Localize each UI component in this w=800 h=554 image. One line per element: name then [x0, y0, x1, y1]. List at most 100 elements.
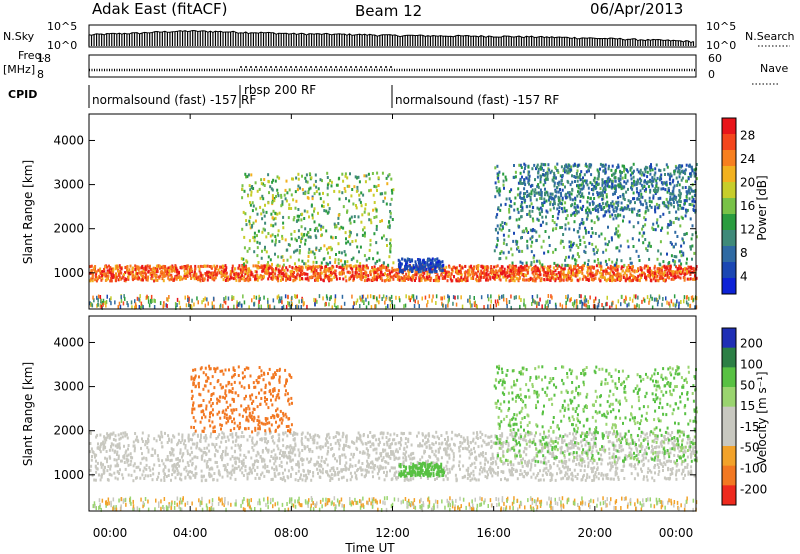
heatmap-cell: [160, 269, 163, 273]
heatmap-cell: [378, 300, 380, 305]
heatmap-cell: [662, 201, 665, 205]
heatmap-cell: [256, 274, 259, 278]
heatmap-cell: [328, 297, 331, 302]
heatmap-cell: [497, 231, 499, 235]
heatmap-cell: [263, 295, 265, 300]
heatmap-cell: [95, 275, 97, 279]
heatmap-cell: [508, 210, 511, 214]
heatmap-cell: [144, 267, 147, 271]
heatmap-cell: [349, 233, 352, 237]
heatmap-cell: [242, 257, 245, 261]
heatmap-cell: [338, 271, 341, 275]
heatmap-cell: [501, 225, 504, 229]
heatmap-cell: [612, 202, 615, 206]
heatmap-cell: [106, 271, 109, 275]
heatmap-cell: [510, 269, 513, 273]
heatmap-cell: [618, 277, 620, 281]
heatmap-cell: [135, 304, 137, 309]
heatmap-cell: [576, 194, 579, 198]
heatmap-cell: [671, 272, 674, 276]
heatmap-cell: [273, 305, 276, 310]
heatmap-cell: [214, 269, 216, 273]
heatmap-cell: [292, 275, 295, 279]
heatmap-cell: [544, 193, 546, 197]
heatmap-cell: [582, 204, 585, 208]
heatmap-cell: [288, 301, 290, 306]
heatmap-cell: [620, 277, 623, 281]
heatmap-cell: [119, 304, 122, 309]
heatmap-cell: [271, 262, 273, 266]
heatmap-cell: [661, 276, 663, 280]
heatmap-cell: [663, 168, 666, 172]
heatmap-cell: [609, 278, 612, 282]
heatmap-cell: [227, 305, 229, 310]
heatmap-cell: [624, 271, 626, 275]
heatmap-cell: [559, 241, 562, 245]
heatmap-cell: [364, 275, 367, 279]
heatmap-cell: [126, 301, 128, 305]
heatmap-cell: [335, 275, 338, 278]
heatmap-cell: [389, 210, 392, 213]
heatmap-cell: [491, 270, 494, 274]
heatmap-cell: [510, 247, 513, 251]
heatmap-cell: [638, 259, 641, 262]
heatmap-cell: [693, 194, 696, 197]
heatmap-cell: [496, 264, 499, 268]
heatmap-cell: [127, 271, 130, 275]
heatmap-cell: [657, 224, 660, 228]
heatmap-cell: [437, 275, 440, 279]
heatmap-cell: [598, 299, 600, 304]
heatmap-cell: [690, 188, 693, 192]
heatmap-cell: [406, 257, 409, 261]
heatmap-cell: [310, 275, 313, 279]
heatmap-cell: [214, 273, 217, 277]
heatmap-cell: [330, 180, 333, 184]
heatmap-cell: [350, 275, 353, 279]
heatmap-cell: [545, 215, 547, 219]
heatmap-cell: [250, 225, 253, 229]
heatmap-cell: [547, 299, 549, 304]
heatmap-cell: [260, 212, 263, 216]
heatmap-cell: [670, 242, 673, 246]
heatmap-cell: [598, 277, 601, 281]
heatmap-cell: [476, 274, 479, 278]
heatmap-cell: [313, 274, 316, 278]
heatmap-cell: [654, 187, 657, 191]
heatmap-cell: [241, 184, 244, 188]
heatmap-cell: [388, 224, 391, 228]
heatmap-cell: [583, 302, 586, 307]
heatmap-cell: [598, 192, 601, 195]
heatmap-cell: [635, 187, 638, 191]
heatmap-cell: [351, 240, 354, 243]
heatmap-cell: [392, 261, 395, 265]
heatmap-cell: [576, 205, 579, 209]
heatmap-cell: [210, 271, 213, 275]
heatmap-cell: [680, 262, 683, 266]
heatmap-cell: [129, 264, 132, 268]
heatmap-cell: [257, 264, 259, 268]
heatmap-cell: [531, 209, 534, 213]
heatmap-cell: [544, 304, 546, 309]
heatmap-cell: [694, 305, 696, 310]
heatmap-cell: [538, 211, 541, 215]
heatmap-cell: [457, 295, 459, 300]
heatmap-cell: [691, 224, 694, 228]
heatmap-cell: [262, 197, 265, 201]
heatmap-cell: [661, 182, 664, 186]
heatmap-cell: [163, 269, 166, 273]
heatmap-cell: [637, 267, 639, 271]
heatmap-cell: [615, 201, 618, 205]
heatmap-cell: [572, 164, 575, 168]
heatmap-cell: [649, 188, 652, 192]
heatmap-cell: [301, 188, 304, 192]
heatmap-cell: [304, 277, 307, 281]
heatmap-cell: [225, 266, 228, 270]
heatmap-cell: [678, 190, 681, 194]
heatmap-cell: [285, 199, 288, 203]
heatmap-cell: [311, 216, 314, 220]
heatmap-cell: [322, 296, 324, 301]
heatmap-cell: [207, 301, 209, 306]
heatmap-cell: [461, 266, 464, 270]
heatmap-cell: [253, 231, 256, 235]
heatmap-cell: [487, 294, 489, 299]
